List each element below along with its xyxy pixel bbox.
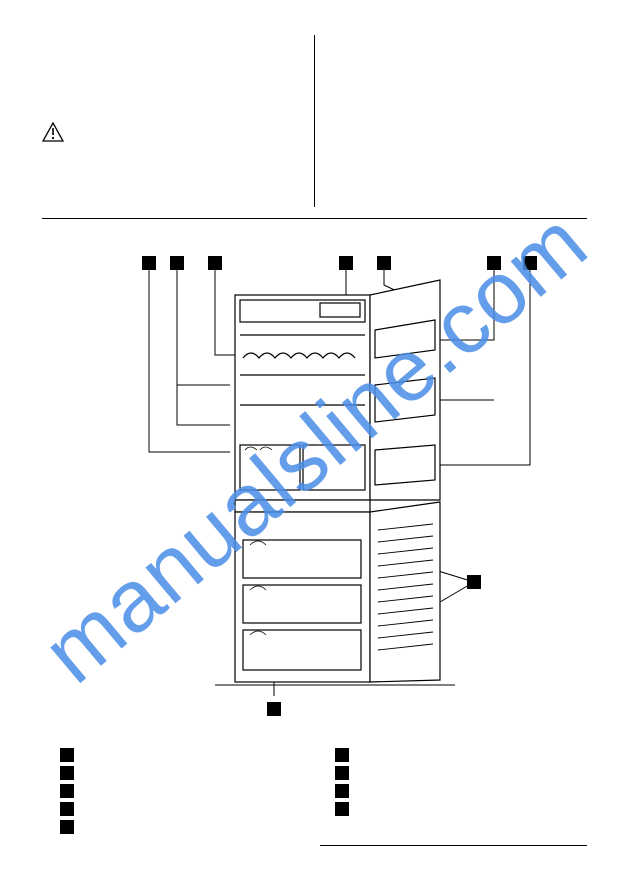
callout-9 (267, 702, 281, 716)
callout-5 (377, 256, 391, 270)
column-divider (314, 35, 315, 207)
callout-8 (467, 575, 481, 589)
legend-item (335, 748, 357, 762)
callout-4 (339, 256, 353, 270)
warning-icon (42, 122, 64, 147)
callout-7 (523, 256, 537, 270)
callout-2 (170, 256, 184, 270)
callout-3 (142, 256, 156, 270)
legend-item (60, 802, 82, 816)
callout-6 (487, 256, 501, 270)
callout-1 (208, 256, 222, 270)
legend-item (335, 766, 357, 780)
legend-item (60, 766, 82, 780)
legend-left (60, 748, 82, 834)
legend-item (60, 784, 82, 798)
legend-item (60, 820, 82, 834)
appliance-diagram (95, 240, 555, 720)
legend-item (335, 784, 357, 798)
legend-right (335, 748, 357, 816)
section-divider-top (42, 218, 587, 219)
section-divider-bottom (320, 845, 587, 846)
legend-item (60, 748, 82, 762)
legend-item (335, 802, 357, 816)
